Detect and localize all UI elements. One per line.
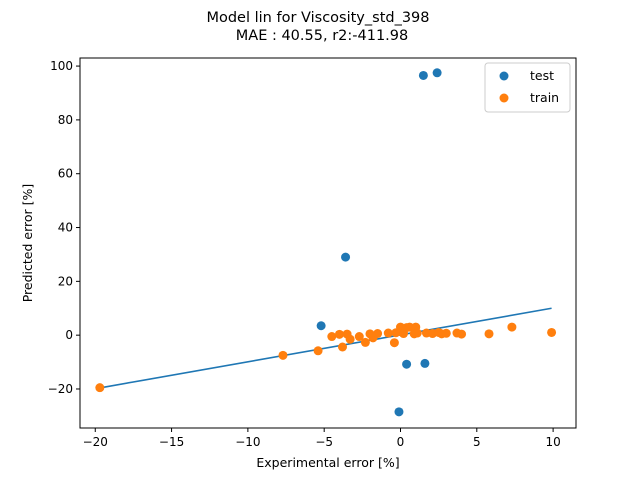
x-tick-label: −5 bbox=[315, 435, 333, 449]
y-tick-label: 40 bbox=[58, 221, 73, 235]
series-train bbox=[95, 322, 557, 393]
test-point bbox=[394, 407, 404, 417]
x-axis-ticks: −20 −15 −10 −5 0 5 10 bbox=[83, 428, 561, 449]
train-point bbox=[313, 346, 323, 356]
fit-line bbox=[99, 307, 552, 389]
train-point bbox=[278, 350, 288, 360]
train-point bbox=[334, 329, 344, 339]
y-tick-label: 20 bbox=[58, 274, 73, 288]
x-tick-label: 10 bbox=[545, 435, 560, 449]
train-point bbox=[484, 329, 494, 339]
series-test bbox=[316, 68, 442, 417]
y-axis-ticks: −20 0 20 40 60 80 100 bbox=[48, 59, 80, 396]
train-point bbox=[457, 329, 467, 339]
test-point bbox=[418, 70, 428, 80]
train-point bbox=[337, 342, 347, 352]
test-point bbox=[316, 321, 326, 331]
x-tick-label: −20 bbox=[83, 435, 108, 449]
legend-label-train: train bbox=[530, 90, 559, 105]
test-point bbox=[402, 359, 412, 369]
test-point bbox=[341, 252, 351, 262]
y-tick-label: 60 bbox=[58, 167, 73, 181]
legend: test train bbox=[484, 62, 571, 113]
x-tick-label: 0 bbox=[397, 435, 405, 449]
legend-marker-train bbox=[499, 93, 509, 103]
train-point bbox=[441, 328, 451, 338]
y-axis-label: Predicted error [%] bbox=[20, 184, 35, 303]
x-axis-label: Experimental error [%] bbox=[256, 455, 399, 470]
chart-title-line-2: MAE : 40.55, r2:-411.98 bbox=[236, 28, 408, 44]
train-point bbox=[507, 322, 517, 332]
train-point bbox=[373, 329, 383, 339]
test-point bbox=[420, 358, 430, 368]
y-tick-label: 100 bbox=[50, 59, 73, 73]
train-point bbox=[383, 328, 393, 338]
train-point bbox=[412, 328, 422, 338]
chart-title-line-1: Model lin for Viscosity_std_398 bbox=[206, 10, 429, 26]
y-tick-label: 0 bbox=[65, 328, 73, 342]
train-point bbox=[360, 337, 370, 347]
train-point bbox=[95, 383, 105, 393]
x-tick-label: −10 bbox=[235, 435, 260, 449]
train-point bbox=[345, 334, 355, 344]
axes-frame bbox=[79, 57, 577, 429]
x-tick-label: 5 bbox=[473, 435, 481, 449]
legend-label-test: test bbox=[530, 68, 554, 83]
train-point bbox=[547, 327, 557, 337]
y-tick-label: 80 bbox=[58, 113, 73, 127]
train-point bbox=[354, 332, 364, 342]
x-tick-label: −15 bbox=[159, 435, 184, 449]
train-point bbox=[389, 338, 399, 348]
plot-area bbox=[95, 68, 557, 417]
y-tick-label: −20 bbox=[48, 382, 73, 396]
train-point bbox=[327, 332, 337, 342]
test-point bbox=[432, 68, 442, 78]
legend-marker-test bbox=[499, 71, 509, 81]
